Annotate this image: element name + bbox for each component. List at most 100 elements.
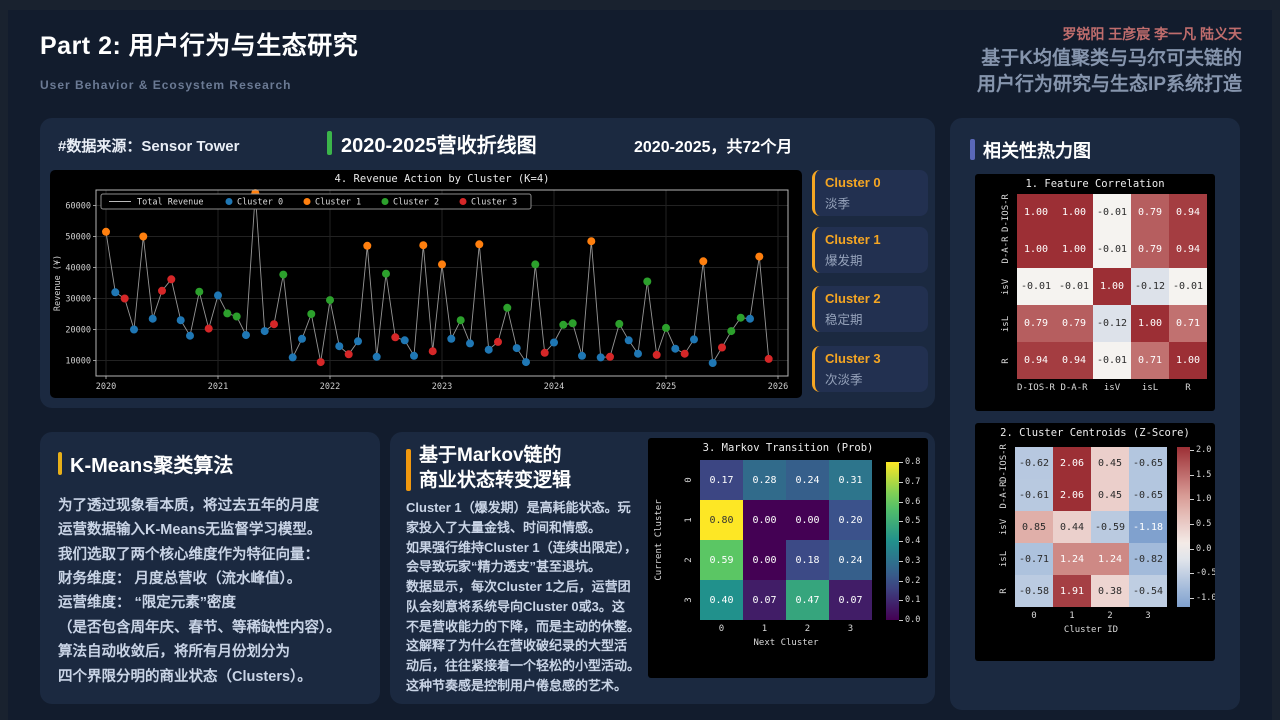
markov-transition-heatmap: 3. Markov Transition (Prob) 0.17 0.28 0.24 0… xyxy=(648,438,928,678)
row-label: isV xyxy=(999,518,1009,536)
colorbar-tick xyxy=(1190,499,1194,501)
heatmap-cell: 0.85 xyxy=(1015,511,1053,543)
heatmap-cell: 0.44 xyxy=(1053,511,1091,543)
colorbar-tick-label: -1.0 xyxy=(1196,593,1215,604)
heatmap-title: 3. Markov Transition (Prob) xyxy=(702,442,874,454)
svg-text:Total Revenue: Total Revenue xyxy=(137,198,204,208)
svg-text:40000: 40000 xyxy=(65,264,91,274)
heatmap-cell: -0.61 xyxy=(1015,479,1053,511)
heatmap-cell: 0.94 xyxy=(1055,342,1093,379)
colorbar xyxy=(886,462,899,620)
svg-text:2025: 2025 xyxy=(656,382,676,392)
colorbar-tick xyxy=(899,560,903,562)
heatmap-cell: -0.01 xyxy=(1093,342,1131,379)
heatmap-cell: 0.18 xyxy=(786,540,829,580)
kmeans-body: 为了透过现象看本质，将过去五年的月度 运营数据输入K-Means无监督学习模型。… xyxy=(58,498,341,685)
colorbar-tick xyxy=(1190,474,1194,476)
heatmap-cell: 2.06 xyxy=(1053,447,1091,479)
colorbar-tick-label: 0.7 xyxy=(905,476,921,487)
col-label: 3 xyxy=(1145,611,1151,621)
svg-text:Cluster 2: Cluster 2 xyxy=(393,198,439,208)
revenue-cluster-chart: 4. Revenue Action by Cluster (K=4) 10000 2… xyxy=(50,170,802,398)
heatmap-cell: 0.07 xyxy=(743,580,786,620)
heatmap-cell: 0.80 xyxy=(700,500,743,540)
colorbar-tick xyxy=(899,580,903,582)
cluster-desc: 稳定期 xyxy=(825,313,863,327)
heatmap-cell: 0.94 xyxy=(1169,231,1207,268)
svg-text:10000: 10000 xyxy=(65,357,91,367)
colorbar-tick xyxy=(1190,449,1194,451)
svg-text:50000: 50000 xyxy=(65,233,91,243)
green-accent-bar-icon xyxy=(327,131,332,155)
cluster-name: Cluster 1 xyxy=(825,232,881,247)
colorbar-tick-label: 0.0 xyxy=(1196,543,1212,554)
cluster-desc: 次淡季 xyxy=(825,373,863,387)
colorbar-tick xyxy=(899,462,903,463)
col-label: 3 xyxy=(847,624,854,634)
cluster-desc: 爆发期 xyxy=(825,254,863,268)
heatmap-cell: -1.18 xyxy=(1129,511,1167,543)
cluster-name: Cluster 2 xyxy=(825,291,881,306)
col-label: isL xyxy=(1141,383,1159,393)
x-axis-label: Cluster ID xyxy=(1063,625,1119,635)
colorbar-tick-label: 0.2 xyxy=(905,575,921,586)
colorbar-tick xyxy=(1190,598,1194,600)
heatmap-cell: 0.94 xyxy=(1169,194,1207,231)
row-label: R xyxy=(999,588,1009,594)
colorbar-tick-label: 0.1 xyxy=(905,595,921,606)
colorbar-tick xyxy=(1190,524,1194,526)
svg-text:Cluster 3: Cluster 3 xyxy=(471,198,517,208)
authors: 罗锐阳 王彦宸 李一凡 陆义天 xyxy=(1062,26,1242,42)
markov-title-line2: 商业状态转变逻辑 xyxy=(419,469,572,491)
colorbar-tick-label: 0.0 xyxy=(905,615,921,625)
col-label: 2 xyxy=(804,624,811,634)
markov-title: 基于Markov链的 商业状态转变逻辑 xyxy=(419,444,571,493)
amber-accent-bar-icon xyxy=(406,449,411,491)
heatmap-cell: 0.71 xyxy=(1169,305,1207,342)
heatmap-cell: 0.59 xyxy=(700,540,743,580)
row-label: D-A-R xyxy=(1001,235,1011,264)
colorbar-tick xyxy=(1190,548,1194,550)
svg-text:2024: 2024 xyxy=(544,382,564,392)
kmeans-title: K-Means聚类算法 xyxy=(70,455,234,477)
heatmap-cell: 1.00 xyxy=(1055,194,1093,231)
heatmap-title: 1. Feature Correlation xyxy=(1025,178,1165,190)
colorbar-tick-label: 0.8 xyxy=(905,457,921,467)
row-label: 3 xyxy=(684,597,694,603)
heatmap-cell: 1.00 xyxy=(1017,194,1055,231)
heatmap-title: 2. Cluster Centroids (Z-Score) xyxy=(1000,427,1190,439)
colorbar-tick-label: 0.5 xyxy=(1196,519,1212,530)
heatmap-panel-title: 相关性热力图 xyxy=(983,141,1091,161)
svg-text:2023: 2023 xyxy=(432,382,452,392)
heatmap-cell: -0.01 xyxy=(1093,194,1131,231)
heatmap-cell: 0.94 xyxy=(1017,342,1055,379)
svg-text:30000: 30000 xyxy=(65,295,91,305)
heatmap-cell: 0.45 xyxy=(1091,479,1129,511)
heatmap-cell: -0.58 xyxy=(1015,575,1053,607)
heatmap-cell: -0.71 xyxy=(1015,543,1053,575)
revenue-panel: #数据来源：Sensor Tower 2020-2025营收折线图 2020-2… xyxy=(40,118,935,408)
col-label: D-A-R xyxy=(1060,383,1088,393)
colorbar-tick-label: 1.0 xyxy=(1196,494,1212,505)
cluster-card-2: Cluster 2 稳定期 xyxy=(812,286,928,332)
heatmap-cell: 0.24 xyxy=(829,540,872,580)
colorbar-tick xyxy=(899,541,903,542)
kmeans-panel: K-Means聚类算法 为了透过现象看本质，将过去五年的月度 运营数据输入K-M… xyxy=(40,432,380,704)
tagline-line2: 用户行为研究与生态IP系统打造 xyxy=(977,73,1242,95)
heatmap-cell: 0.71 xyxy=(1131,342,1169,379)
row-label: D-IOS-R xyxy=(999,444,1009,482)
heatmap-cell: -0.82 xyxy=(1129,543,1167,575)
col-label: R xyxy=(1185,383,1191,393)
colorbar-tick xyxy=(1190,573,1194,575)
colorbar-tick-label: 1.5 xyxy=(1196,469,1212,480)
markov-title-line1: 基于Markov链的 xyxy=(419,445,562,466)
colorbar-tick-label: -0.5 xyxy=(1196,568,1215,579)
heatmap-cell: 0.00 xyxy=(743,500,786,540)
y-axis-label: Current Cluster xyxy=(654,499,664,581)
heatmap-cell: 0.24 xyxy=(786,460,829,500)
page-subtitle: User Behavior & Ecosystem Research xyxy=(40,78,292,92)
row-label: R xyxy=(1001,357,1011,364)
heatmap-cell: 0.40 xyxy=(700,580,743,620)
heatmap-cell: 0.38 xyxy=(1091,575,1129,607)
colorbar-tick-label: 0.6 xyxy=(905,496,921,507)
